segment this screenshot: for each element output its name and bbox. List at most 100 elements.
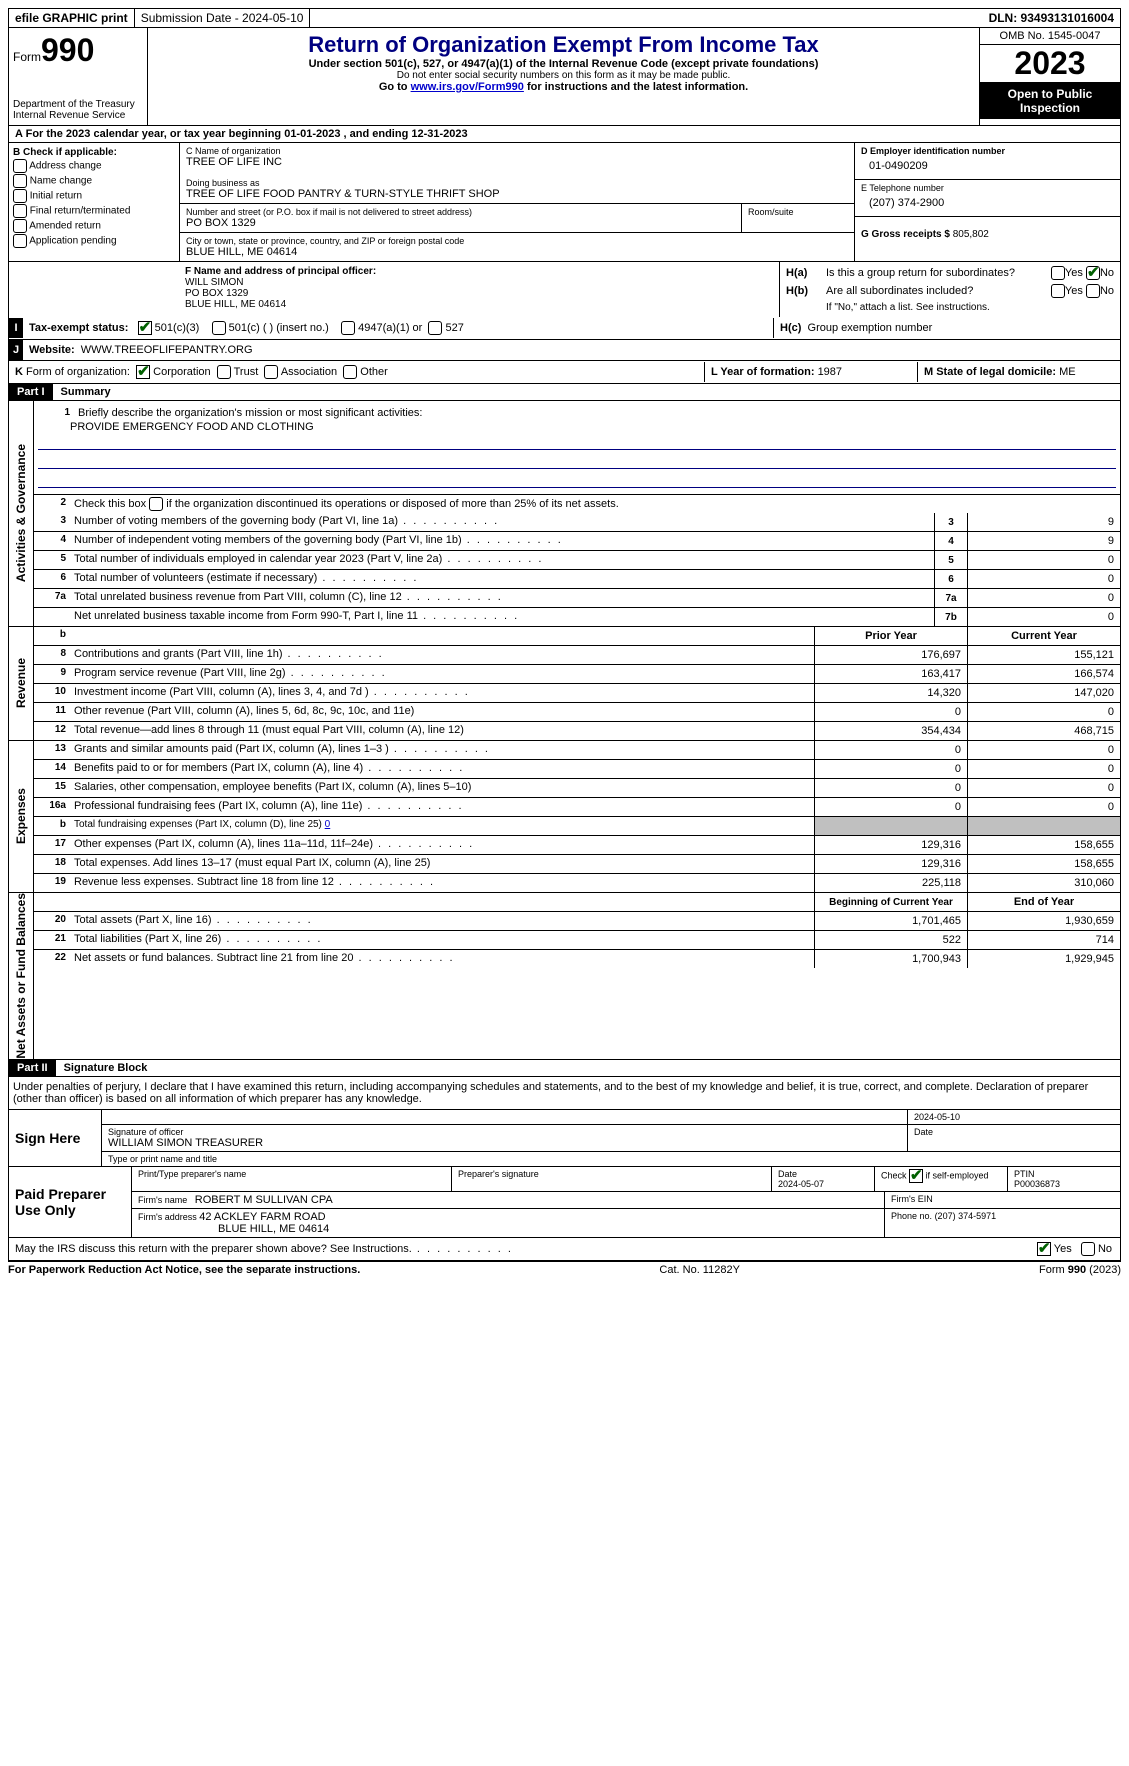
officer-addr: PO BOX 1329 (185, 288, 773, 299)
line-16b: Total fundraising expenses (Part IX, col… (70, 817, 814, 835)
cb-527[interactable] (428, 321, 442, 335)
firm-phone-cell: Phone no. (207) 374-5971 (885, 1209, 1120, 1237)
val-7a: 0 (967, 589, 1120, 607)
cb-other[interactable] (343, 365, 357, 379)
h-b: H(b)Are all subordinates included? Yes N… (780, 282, 1120, 300)
hdr-eoy: End of Year (967, 893, 1120, 911)
phone-label: E Telephone number (861, 183, 1114, 193)
line-13: Grants and similar amounts paid (Part IX… (70, 741, 814, 759)
prep-sig-label: Preparer's signature (452, 1167, 772, 1191)
org-name-label: C Name of organization (186, 146, 848, 156)
mission-q: Briefly describe the organization's miss… (74, 405, 1116, 421)
tax-year-range: For the 2023 calendar year, or tax year … (26, 128, 468, 140)
dba-name: TREE OF LIFE FOOD PANTRY & TURN-STYLE TH… (186, 188, 848, 200)
part1-header: Part I Summary (8, 384, 1121, 401)
val-7b: 0 (967, 608, 1120, 626)
firm-name-cell: Firm's name ROBERT M SULLIVAN CPA (132, 1192, 885, 1208)
tax-status: Tax-exempt status: 501(c)(3) 501(c) ( ) … (23, 317, 773, 339)
line-2: Check this box if the organization disco… (70, 495, 1120, 513)
officer-name: WILL SIMON (185, 277, 773, 288)
box-deg: D Employer identification number 01-0490… (855, 143, 1120, 261)
val-16bp (814, 817, 967, 835)
discuss-text: May the IRS discuss this return with the… (15, 1243, 513, 1255)
val-11c: 0 (967, 703, 1120, 721)
cb-name-change[interactable]: Name change (13, 174, 175, 188)
ha-no[interactable] (1086, 266, 1100, 280)
hb-yes[interactable] (1051, 284, 1065, 298)
ha-yes[interactable] (1051, 266, 1065, 280)
val-18c: 158,655 (967, 855, 1120, 873)
hb-no[interactable] (1086, 284, 1100, 298)
paid-preparer: Paid Preparer Use Only Print/Type prepar… (8, 1167, 1121, 1238)
line-20: Total assets (Part X, line 16) (70, 912, 814, 930)
val-13c: 0 (967, 741, 1120, 759)
val-19c: 310,060 (967, 874, 1120, 892)
goto-line: Go to www.irs.gov/Form990 for instructio… (152, 81, 975, 93)
governance-section: Activities & Governance 1Briefly describ… (8, 401, 1121, 627)
cb-address-change[interactable]: Address change (13, 159, 175, 173)
val-10p: 14,320 (814, 684, 967, 702)
cb-corp[interactable] (136, 365, 150, 379)
part2-header: Part II Signature Block (8, 1060, 1121, 1077)
tax-year: 2023 (980, 45, 1120, 83)
part1-num: Part I (9, 384, 53, 400)
val-21p: 522 (814, 931, 967, 949)
form-header: Form990 Department of the Treasury Inter… (8, 28, 1121, 126)
website-val: WWW.TREEOFLIFEPANTRY.ORG (81, 344, 253, 356)
val-14p: 0 (814, 760, 967, 778)
room-box: Room/suite (742, 204, 854, 233)
cb-self-employed[interactable] (909, 1169, 923, 1183)
val-4: 9 (967, 532, 1120, 550)
val-16ac: 0 (967, 798, 1120, 816)
val-16ap: 0 (814, 798, 967, 816)
cb-assoc[interactable] (264, 365, 278, 379)
line-22: Net assets or fund balances. Subtract li… (70, 950, 814, 968)
dln: DLN: 93493131016004 (983, 9, 1120, 27)
efile-label: efile GRAPHIC print (9, 9, 135, 27)
city-box: City or town, state or province, country… (180, 233, 854, 261)
cb-initial-return[interactable]: Initial return (13, 189, 175, 203)
form-foot: Form 990 (2023) (1039, 1264, 1121, 1276)
val-9c: 166,574 (967, 665, 1120, 683)
val-12p: 354,434 (814, 722, 967, 740)
city-label: City or town, state or province, country… (186, 236, 848, 246)
ein-box: D Employer identification number 01-0490… (855, 143, 1120, 180)
cb-amended[interactable]: Amended return (13, 219, 175, 233)
irs-link[interactable]: www.irs.gov/Form990 (411, 81, 524, 93)
cat-no: Cat. No. 11282Y (659, 1264, 740, 1276)
officer-sig-name: WILLIAM SIMON TREASURER (108, 1137, 901, 1149)
sign-here-label: Sign Here (9, 1110, 102, 1166)
line-10: Investment income (Part VIII, column (A)… (70, 684, 814, 702)
cb-pending[interactable]: Application pending (13, 234, 175, 248)
line-12: Total revenue—add lines 8 through 11 (mu… (70, 722, 814, 740)
form-word: Form (13, 50, 41, 64)
line-21: Total liabilities (Part X, line 26) (70, 931, 814, 949)
cb-501c[interactable] (212, 321, 226, 335)
val-20c: 1,930,659 (967, 912, 1120, 930)
form-title: Return of Organization Exempt From Incom… (152, 32, 975, 58)
open-public: Open to Public Inspection (980, 83, 1120, 119)
discuss-row: May the IRS discuss this return with the… (8, 1238, 1121, 1261)
val-5: 0 (967, 551, 1120, 569)
revenue-section: Revenue bPrior YearCurrent Year 8Contrib… (8, 627, 1121, 741)
val-11p: 0 (814, 703, 967, 721)
prep-ptin-cell: PTINP00036873 (1008, 1167, 1120, 1191)
cb-trust[interactable] (217, 365, 231, 379)
header-left: Form990 Department of the Treasury Inter… (9, 28, 148, 125)
side-governance: Activities & Governance (9, 401, 34, 626)
cb-discuss-no[interactable] (1081, 1242, 1095, 1256)
row-k: K Form of organization: Corporation Trus… (9, 361, 704, 383)
officer-city: BLUE HILL, ME 04614 (185, 299, 773, 310)
cb-501c3[interactable] (138, 321, 152, 335)
header-right: OMB No. 1545-0047 2023 Open to Public In… (980, 28, 1120, 125)
cb-discontinued[interactable] (149, 497, 163, 511)
sign-date: 2024-05-10 (908, 1110, 1120, 1124)
goto-suffix: for instructions and the latest informat… (524, 81, 748, 93)
val-19p: 225,118 (814, 874, 967, 892)
cb-discuss-yes[interactable] (1037, 1242, 1051, 1256)
line-17: Other expenses (Part IX, column (A), lin… (70, 836, 814, 854)
val-17c: 158,655 (967, 836, 1120, 854)
cb-4947[interactable] (341, 321, 355, 335)
box-c: C Name of organization TREE OF LIFE INC … (180, 143, 855, 261)
cb-final-return[interactable]: Final return/terminated (13, 204, 175, 218)
